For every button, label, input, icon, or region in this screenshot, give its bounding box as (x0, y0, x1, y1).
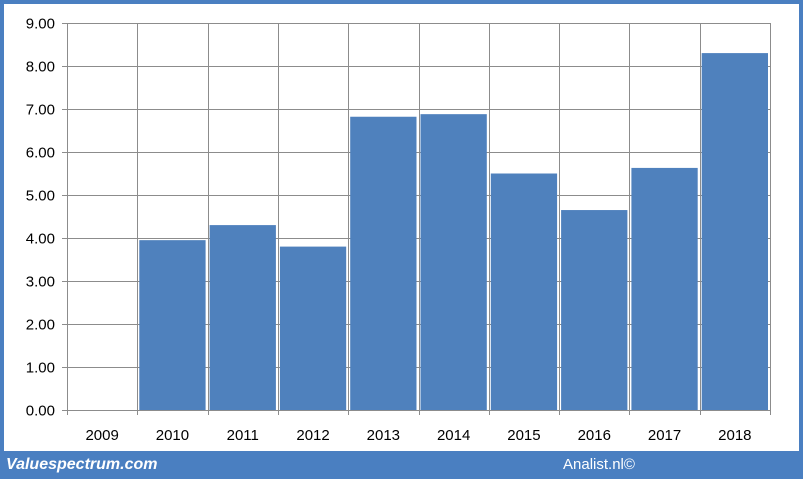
bar-2017 (631, 167, 698, 410)
bar-2011 (209, 225, 276, 410)
x-tick-label: 2016 (578, 427, 611, 444)
bar-2012 (279, 246, 347, 410)
x-tick-label: 2010 (156, 427, 189, 444)
x-tick-label: 2012 (296, 427, 329, 444)
y-tick-label: 8.00 (26, 59, 55, 76)
y-tick-label: 0.00 (26, 403, 55, 420)
x-tick-label: 2014 (437, 427, 470, 444)
x-tick-label: 2018 (718, 427, 751, 444)
y-tick-label: 9.00 (26, 16, 55, 33)
bar-2014 (420, 114, 487, 410)
credit-label: Analist.nl© (563, 456, 635, 473)
y-tick-label: 5.00 (26, 188, 55, 205)
bar-2015 (490, 173, 558, 410)
x-tick-label: 2015 (507, 427, 540, 444)
y-tick-label: 6.00 (26, 145, 55, 162)
y-tick-label: 3.00 (26, 274, 55, 291)
x-tick-label: 2017 (648, 427, 681, 444)
x-tick-labels: 2009 2010 2011 2012 2013 2014 2015 2016 2017 2018 (85, 427, 751, 444)
y-tick-label: 7.00 (26, 102, 55, 119)
source-label: Valuespectrum.com (6, 456, 158, 473)
y-tick-labels: 0.00 1.00 2.00 3.00 4.00 5.00 6.00 7.00 8.00 9.00 (26, 16, 55, 420)
y-tick-label: 2.00 (26, 317, 55, 334)
bar-2018 (701, 53, 768, 410)
x-tick-label: 2011 (227, 427, 259, 444)
y-tick-label: 1.00 (26, 360, 55, 377)
bar-2013 (350, 116, 417, 411)
y-tick-label: 4.00 (26, 231, 55, 248)
x-tick-label: 2013 (367, 427, 400, 444)
bar-2016 (561, 210, 628, 410)
bars (139, 53, 768, 411)
bar-2010 (139, 240, 206, 410)
x-tick-label: 2009 (85, 427, 118, 444)
